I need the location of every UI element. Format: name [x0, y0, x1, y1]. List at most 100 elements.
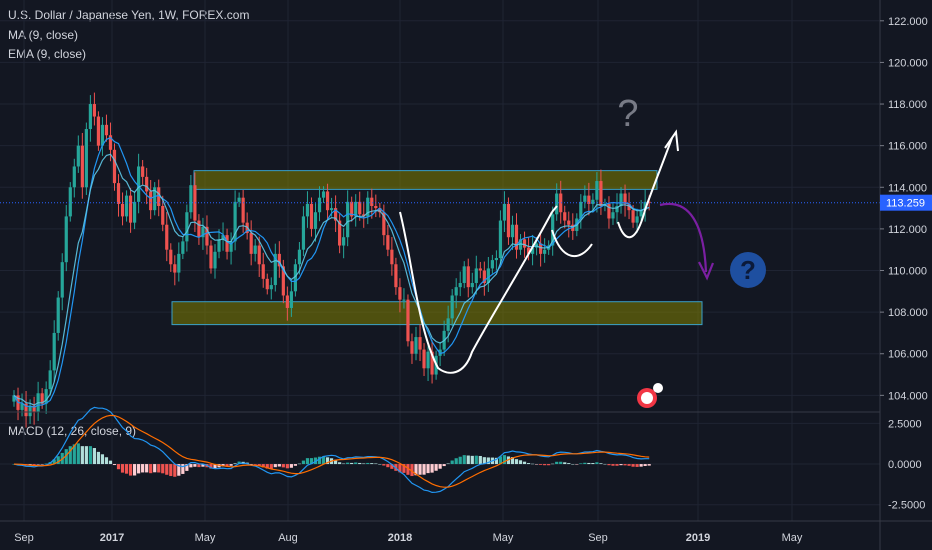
macd-hist-bar-65 — [273, 464, 277, 468]
macd-hist-bar-134 — [551, 463, 555, 465]
candle-129 — [530, 247, 535, 254]
candle-59 — [249, 233, 253, 254]
event-count-icon — [653, 383, 663, 393]
zone-resistance — [193, 170, 658, 190]
candle-47 — [201, 226, 205, 238]
candle-88 — [366, 197, 370, 217]
macd-hist-bar-149 — [611, 464, 615, 466]
time-tick-label-8: May — [782, 532, 803, 544]
macd-hist-bar-38 — [165, 464, 169, 475]
macd-hist-bar-144 — [591, 463, 595, 465]
candle-82 — [342, 237, 346, 246]
candle-113 — [466, 266, 470, 288]
macd-hist-bar-35 — [153, 464, 157, 473]
macd-hist-bar-146 — [599, 463, 603, 465]
macd-hist-bar-129 — [530, 463, 535, 465]
candle-95 — [394, 264, 398, 288]
price-tick-label-8: 106.000 — [888, 349, 928, 361]
candle-15 — [72, 166, 76, 188]
macd-hist-bar-143 — [587, 462, 591, 465]
candle-64 — [269, 285, 273, 290]
macd-hist-bar-132 — [543, 464, 547, 466]
macd-hist-bar-77 — [321, 456, 326, 465]
macd-hist-bar-99 — [410, 464, 414, 477]
ema-legend: EMA (9, close) — [8, 47, 87, 61]
candle-34 — [149, 191, 153, 211]
candle-100 — [414, 337, 418, 354]
candle-152 — [623, 193, 627, 204]
candle-117 — [482, 270, 486, 283]
macd-hist-bar-71 — [297, 463, 302, 465]
macd-hist-bar-100 — [414, 464, 418, 476]
macd-hist-bar-55 — [233, 463, 237, 465]
candle-94 — [390, 249, 394, 265]
macd-hist-bar-73 — [305, 458, 310, 465]
candle-127 — [522, 239, 527, 248]
candle-128 — [526, 247, 531, 254]
macd-hist-bar-74 — [309, 458, 314, 465]
candle-63 — [265, 278, 269, 290]
time-tick-label-3: Aug — [278, 532, 298, 544]
macd-hist-bar-70 — [293, 464, 297, 466]
macd-hist-bar-121 — [498, 456, 503, 465]
candle-49 — [209, 245, 213, 269]
candle-144 — [591, 199, 595, 204]
candle-143 — [587, 195, 591, 204]
macd-hist-bar-152 — [623, 464, 627, 466]
macd-hist-bar-61 — [257, 464, 261, 467]
candle-78 — [325, 191, 330, 211]
candle-22 — [100, 124, 105, 146]
last-price-badge — [880, 194, 932, 211]
macd-hist-bar-25 — [112, 464, 117, 466]
macd-hist-bar-128 — [526, 463, 531, 465]
candle-99 — [410, 341, 414, 354]
candle-33 — [145, 176, 149, 192]
zones — [171, 170, 703, 326]
price-tick-label-2: 118.000 — [888, 99, 927, 111]
macd-hist-bar-80 — [334, 459, 338, 465]
candle-51 — [217, 239, 221, 252]
candle-27 — [120, 203, 125, 217]
candle-73 — [305, 203, 310, 217]
candle-41 — [177, 253, 181, 273]
price-tick-label-7: 108.000 — [888, 307, 928, 319]
macd-hist-bar-133 — [547, 464, 551, 466]
cup-tip — [551, 205, 558, 213]
macd-hist-bar-141 — [579, 463, 583, 465]
macd-hist-bar-21 — [96, 451, 101, 465]
macd-hist-bar-98 — [406, 464, 410, 475]
ma-legend: MA (9, close) — [8, 28, 79, 42]
last-price-label: 113.259 — [886, 198, 925, 210]
candle-97 — [402, 299, 406, 301]
candle-135 — [555, 193, 559, 215]
macd-hist-bar-16 — [76, 443, 80, 465]
candle-17 — [80, 145, 84, 188]
candle-93 — [386, 235, 390, 250]
macd-hist-bar-96 — [398, 464, 402, 473]
macd-hist-bar-19 — [88, 446, 92, 465]
macd-hist-bar-120 — [494, 457, 498, 465]
candle-102 — [422, 349, 426, 369]
macd-hist-bar-18 — [84, 446, 88, 465]
price-tick-label-1: 120.000 — [888, 57, 928, 69]
candle-13 — [64, 216, 68, 263]
macd-hist-bar-89 — [370, 463, 374, 465]
macd-hist-bar-114 — [470, 455, 474, 465]
macd-hist-bar-63 — [265, 464, 269, 469]
candle-46 — [197, 220, 201, 238]
macd-hist-bar-148 — [607, 464, 611, 466]
price-tick-label-4: 114.000 — [888, 182, 927, 194]
candle-154 — [631, 210, 635, 223]
macd-hist-bar-124 — [510, 457, 515, 465]
macd-hist-bar-28 — [124, 464, 129, 474]
macd-hist-bar-69 — [289, 464, 293, 468]
candle-19 — [88, 104, 92, 130]
macd-hist-bar-39 — [169, 464, 173, 477]
breakout-arrow-line — [617, 137, 673, 239]
macd-hist-bar-15 — [72, 444, 76, 465]
macd-hist-bar-81 — [338, 462, 342, 465]
time-tick-label-5: May — [493, 532, 514, 544]
macd-hist-bar-101 — [418, 464, 422, 475]
candle-146 — [599, 181, 603, 206]
